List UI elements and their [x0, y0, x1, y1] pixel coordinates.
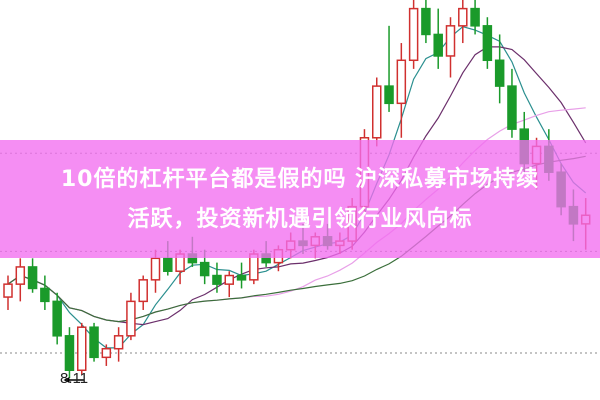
- headline: 10倍的杠杆平台都是假的吗 沪深私募市场持续 活跃，投资新机遇引领行业风向标: [0, 160, 600, 240]
- low-marker-arrowhead: [63, 377, 70, 383]
- candle-up: [396, 59, 407, 105]
- candle-up: [372, 85, 382, 139]
- candle-down: [384, 85, 394, 105]
- candle-down: [27, 266, 38, 290]
- candle-up: [458, 7, 468, 27]
- candle-down: [421, 7, 431, 36]
- candle-down: [494, 59, 505, 87]
- candle-up: [101, 347, 112, 359]
- candle-down: [236, 274, 247, 281]
- candle-down: [52, 300, 62, 337]
- candle-up: [15, 266, 26, 285]
- headline-line-2: 活跃，投资新机遇引领行业风向标: [127, 207, 473, 232]
- candle-up: [150, 257, 161, 281]
- candle-up: [126, 300, 136, 337]
- candle-down: [482, 25, 493, 62]
- candle-up: [77, 326, 87, 372]
- candle-down: [212, 274, 222, 285]
- headline-line-1: 10倍的杠杆平台都是假的吗 沪深私募市场持续: [60, 167, 540, 192]
- candle-down: [64, 335, 75, 372]
- candle-down: [433, 33, 443, 57]
- candle-down: [40, 287, 50, 303]
- candle-up: [445, 25, 456, 57]
- low-price-label: 8.11: [60, 370, 89, 387]
- headline-banner: [0, 140, 600, 258]
- candle-up: [113, 335, 124, 350]
- candle-down: [199, 261, 210, 277]
- candle-up: [3, 283, 13, 298]
- candle-down: [507, 85, 517, 130]
- candle-up: [138, 279, 148, 303]
- candle-down: [163, 257, 173, 272]
- candle-down: [89, 326, 99, 359]
- candle-up: [224, 274, 234, 285]
- candle-up: [408, 7, 419, 62]
- candle-down: [470, 7, 480, 27]
